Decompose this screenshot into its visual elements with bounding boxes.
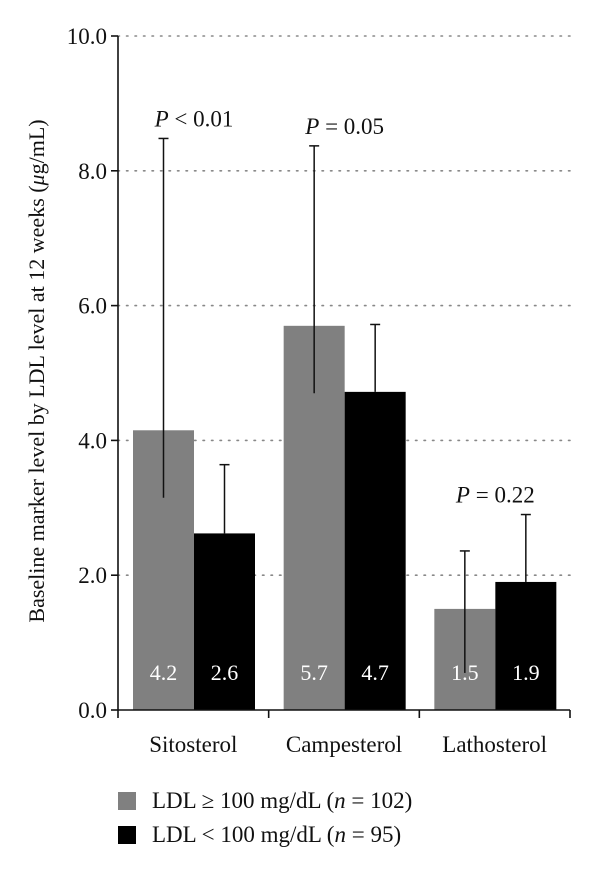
bar-value-label: 4.2 [150,660,178,685]
y-tick-label: 0.0 [78,698,107,723]
p-value-label: P = 0.22 [455,483,535,508]
bar-value-label: 1.5 [451,660,479,685]
legend-label-ldl-high: LDL ≥ 100 mg/dL (n = 102) [152,788,413,813]
bar [344,391,406,710]
bar-value-label: 2.6 [211,660,239,685]
legend-item-ldl-low: LDL < 100 mg/dL (n = 95) [118,822,412,848]
x-tick-label: Campesterol [286,732,402,757]
y-axis-label: Baseline marker level by LDL level at 12… [24,119,49,622]
bar-value-label: 1.9 [512,660,540,685]
y-tick-label: 6.0 [78,294,107,319]
y-tick-label: 2.0 [78,563,107,588]
p-value-label: P = 0.05 [304,114,384,139]
p-value-label: P < 0.01 [154,106,234,131]
legend-swatch-ldl-low [118,826,136,844]
x-tick-label: Lathosterol [442,732,547,757]
bar [495,581,557,710]
legend-label-ldl-low: LDL < 100 mg/dL (n = 95) [152,822,402,847]
legend-swatch-ldl-high [118,792,136,810]
y-tick-label: 10.0 [67,24,107,49]
y-tick-label: 4.0 [78,428,107,453]
legend-item-ldl-high: LDL ≥ 100 mg/dL (n = 102) [118,788,412,814]
y-tick-label: 8.0 [78,159,107,184]
bar-value-label: 5.7 [300,660,328,685]
legend: LDL ≥ 100 mg/dL (n = 102) LDL < 100 mg/d… [118,788,412,856]
bar [194,533,255,710]
x-tick-label: Sitosterol [149,732,237,757]
bar-value-label: 4.7 [361,660,389,685]
